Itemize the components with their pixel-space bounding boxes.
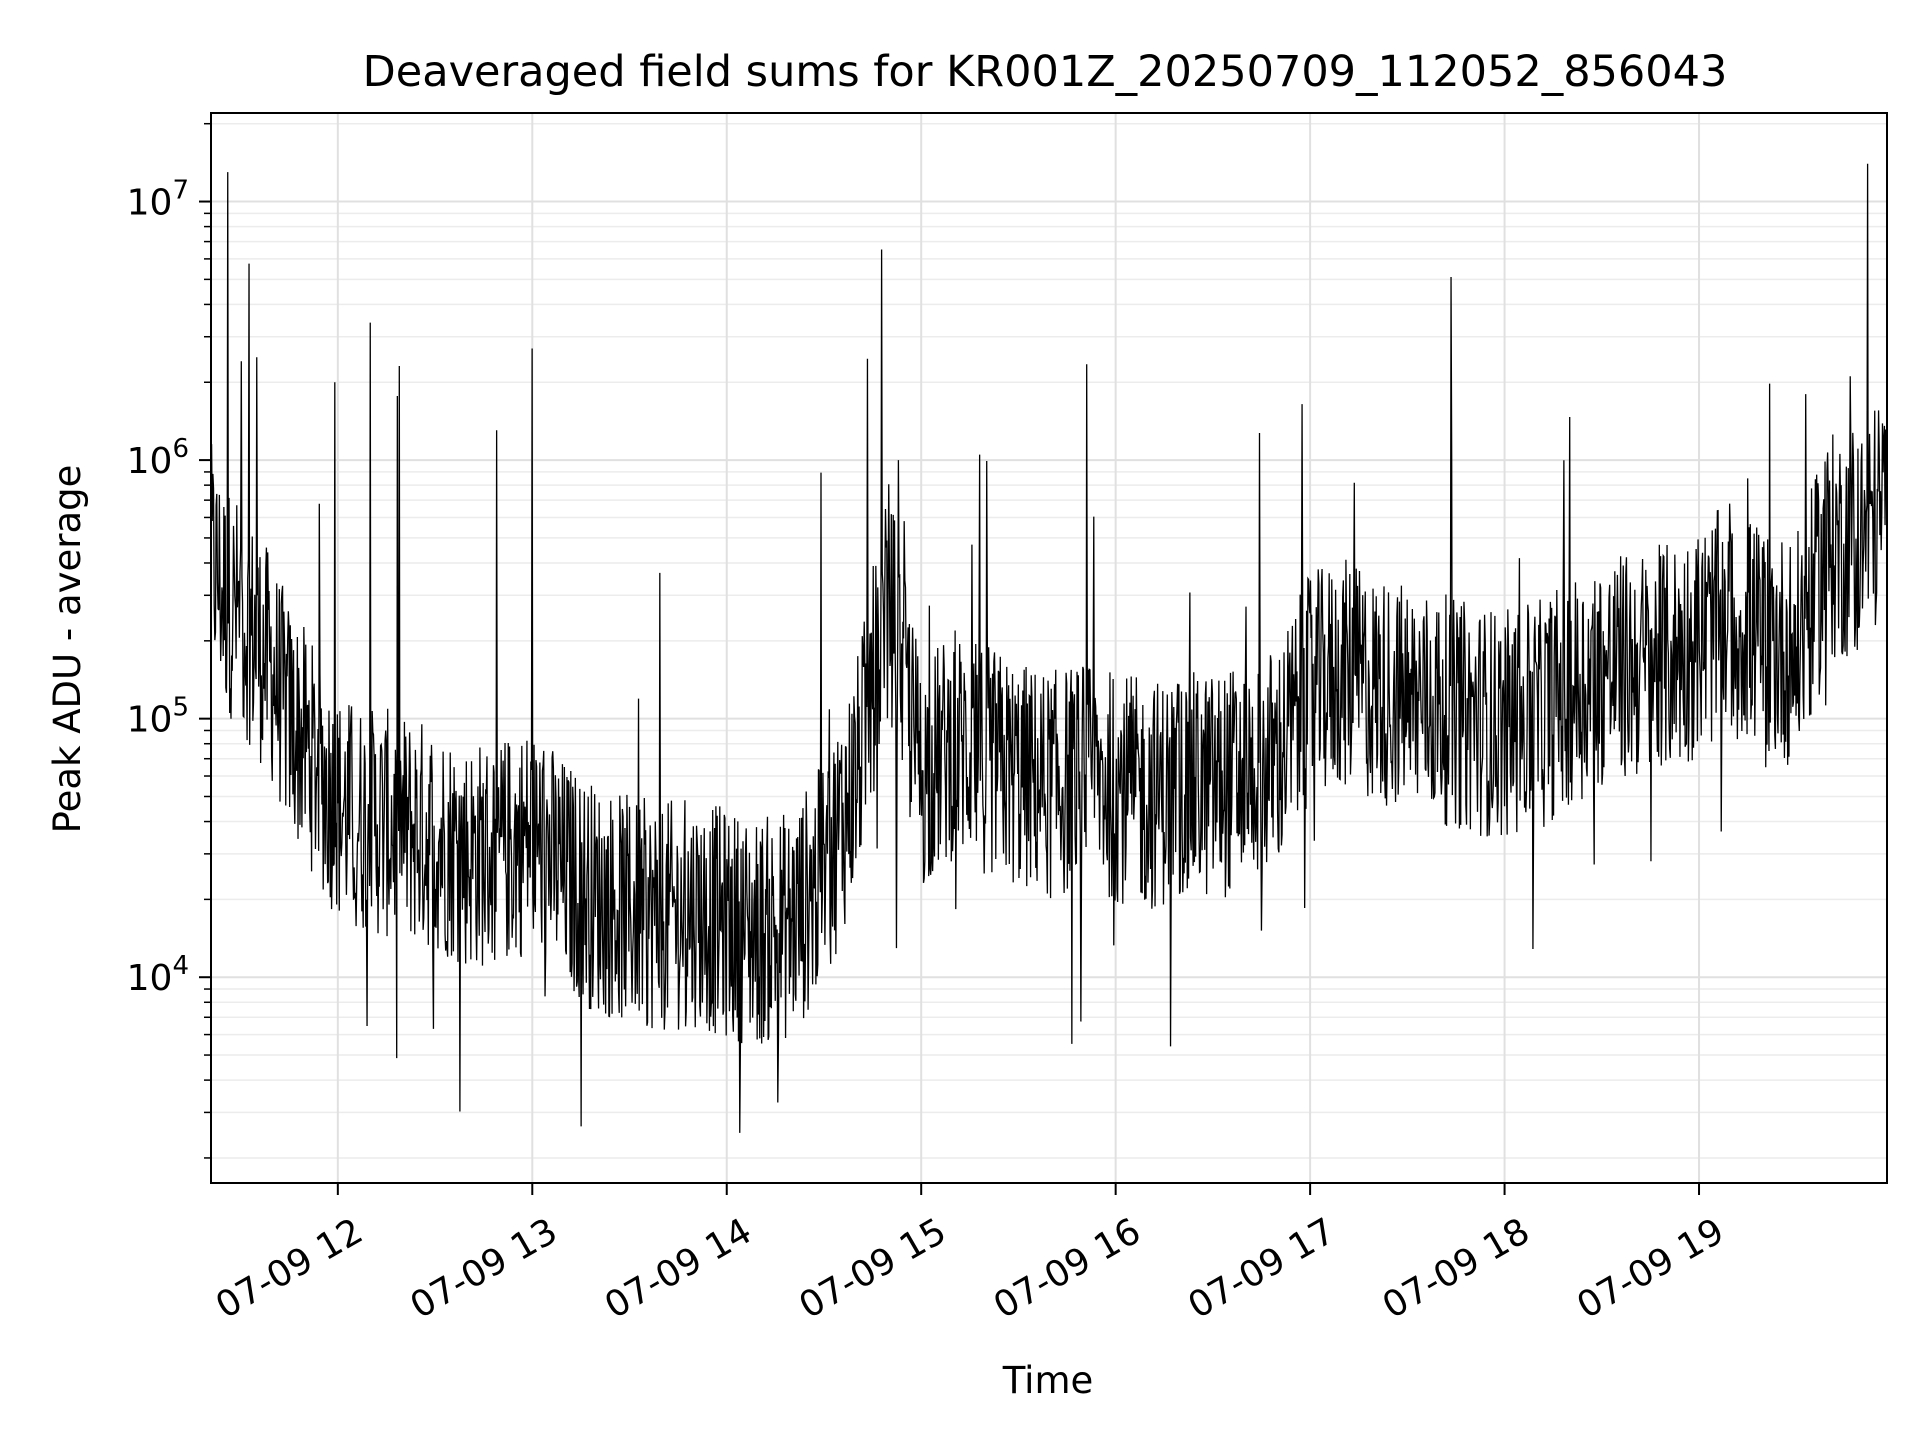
series-line xyxy=(210,163,1888,1133)
chart-title: Deaveraged field sums for KR001Z_2025070… xyxy=(363,47,1728,97)
plot-frame xyxy=(210,112,1888,1184)
y-tick-label: 104 xyxy=(127,951,189,999)
y-tick-label: 106 xyxy=(127,434,189,482)
y-axis-label: Peak ADU - average xyxy=(46,465,89,834)
data-series xyxy=(210,163,1888,1133)
y-tick-label: 105 xyxy=(127,693,189,741)
x-axis-label: Time xyxy=(1002,1359,1094,1402)
major-gridlines xyxy=(211,113,1887,1183)
y-tick-label: 107 xyxy=(127,176,189,224)
y-axis-ticks: 104 105 106 107 xyxy=(127,122,211,1159)
